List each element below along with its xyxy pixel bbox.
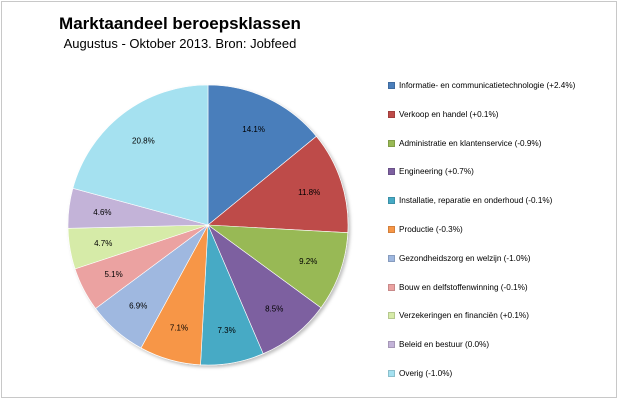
legend-item: Informatie- en communicatietechnologie (… [388,78,618,107]
pie-slice [207,135,349,234]
legend-swatch [388,341,395,349]
pie-slices [67,84,349,366]
legend-label: Bouw en delfstoffenwinning (-0.1%) [399,282,528,292]
legend-swatch [388,82,395,89]
legend-label: Informatie- en communicatietechnologie (… [399,81,576,90]
legend-item: Engineering (+0.7%) [388,164,618,193]
legend-label: Installatie, reparatie en onderhoud (-0.… [399,196,553,206]
pie-labels: 14.1% 11.8% 9.2% 8.5% 7.3% 7.1% 6.9% 5.1% 4.7% 4.… [93,125,320,335]
legend-item: Beleid en bestuur (0.0%) [388,337,618,366]
slice-data-label: 7.1% [170,323,188,332]
slice-data-label: 14.1% [242,125,265,134]
slice-data-label: 9.2% [299,257,317,266]
legend: Informatie- en communicatietechnologie (… [388,78,618,395]
legend-item: Administratie en klantenservice (-0.9%) [388,136,618,165]
pie-slice [207,84,317,226]
legend-swatch [388,168,395,176]
slice-data-label: 11.8% [298,188,320,197]
legend-swatch [388,139,395,147]
legend-item: Verkoop en handel (+0.1%) [388,107,618,136]
legend-label: Engineering (+0.7%) [399,167,474,177]
legend-item: Gezondheidszorg en welzijn (-1.0%) [388,251,618,280]
legend-item: Productie (-0.3%) [388,222,618,251]
legend-item: Verzekeringen en financiën (+0.1%) [388,308,618,337]
legend-item: Installatie, reparatie en onderhoud (-0.… [388,193,618,222]
slice-data-label: 8.5% [265,304,283,313]
chart-subtitle: Augustus - Oktober 2013. Bron: Jobfeed [63,36,297,51]
legend-label: Verzekeringen en financiën (+0.1%) [399,311,529,321]
legend-label: Verkoop en handel (+0.1%) [399,109,499,119]
legend-swatch [388,369,395,377]
legend-swatch [388,312,395,320]
legend-swatch [388,254,395,262]
slice-data-label: 6.9% [129,301,147,310]
legend-label: Administratie en klantenservice (-0.9%) [399,138,542,148]
slice-data-label: 4.6% [93,208,111,217]
slice-data-label: 5.1% [104,270,122,279]
legend-label: Beleid en bestuur (0.0%) [399,340,490,350]
legend-swatch [388,225,395,233]
slice-data-label: 20.8% [132,137,155,146]
legend-item: Bouw en delfstoffenwinning (-0.1%) [388,280,618,309]
slice-data-label: 7.3% [217,326,235,335]
legend-swatch [388,110,395,118]
pie-slice [72,84,209,226]
pie-slice [207,224,349,309]
slice-data-label: 4.7% [94,239,112,248]
legend-swatch [388,283,395,291]
legend-swatch [388,197,395,205]
legend-item: Overig (-1.0%) [388,366,618,395]
chart-title: Marktaandeel beroepsklassen [59,14,301,33]
legend-label: Gezondheidszorg en welzijn (-1.0%) [399,253,531,263]
legend-label: Productie (-0.3%) [399,224,463,234]
legend-label: Overig (-1.0%) [399,368,453,378]
